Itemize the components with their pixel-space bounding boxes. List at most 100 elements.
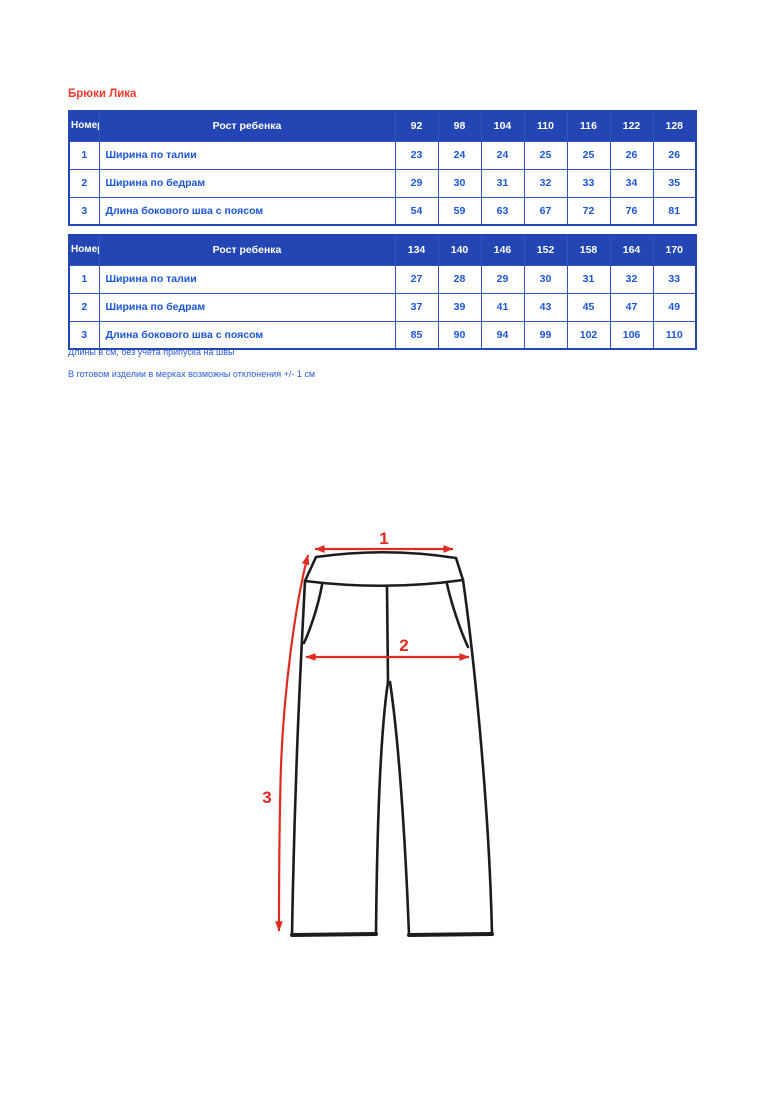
measure-value-cell: 34	[609, 168, 654, 198]
left-hem	[290, 932, 378, 937]
measure-value-cell: 23	[394, 140, 439, 170]
measure-value-cell: 43	[523, 292, 568, 322]
measure-label-cell: Ширина по бедрам	[98, 292, 396, 322]
table-header-row: Номер замера Рост ребенка 92 98 104 110 …	[68, 110, 697, 142]
table-row: 1 Ширина по талии 23 24 24 25 25 26 26	[68, 140, 697, 170]
measure-number-cell: 2	[68, 168, 100, 198]
measure-number-cell: 3	[68, 320, 100, 350]
header-size-cell: 164	[609, 234, 654, 266]
header-size-cell: 146	[480, 234, 525, 266]
right-pocket-line	[445, 582, 470, 649]
measure-value-cell: 45	[566, 292, 611, 322]
measure-label-cell: Ширина по талии	[98, 264, 396, 294]
header-measure-number: Номер замера	[68, 234, 100, 266]
header-size-cell: 116	[566, 110, 611, 142]
measure-value-cell: 25	[523, 140, 568, 170]
measure-value-cell: 27	[394, 264, 439, 294]
header-size-cell: 110	[523, 110, 568, 142]
size-table-134-170: Номер замера Рост ребенка 134 140 146 15…	[68, 234, 697, 350]
measure-value-cell: 24	[480, 140, 525, 170]
measure-label-3: 3	[262, 788, 271, 807]
measure-value-cell: 41	[480, 292, 525, 322]
table-row: 2 Ширина по бедрам 37 39 41 43 45 47 49	[68, 292, 697, 322]
measure-labels: 1 2 3	[262, 529, 408, 807]
measure-value-cell: 32	[523, 168, 568, 198]
waistband	[303, 550, 465, 588]
header-size-cell: 170	[652, 234, 697, 266]
header-child-height: Рост ребенка	[98, 110, 396, 142]
left-pocket-line	[302, 583, 324, 645]
measure-label-cell: Ширина по бедрам	[98, 168, 396, 198]
measure-value-cell: 110	[652, 320, 697, 350]
left-leg-inner-seam	[374, 680, 390, 936]
pants-diagram-svg: 1 2 3	[262, 529, 494, 937]
measure-number-cell: 3	[68, 196, 100, 226]
center-front-seam	[385, 584, 390, 684]
table-row: 3 Длина бокового шва с поясом 85 90 94 9…	[68, 320, 697, 350]
measure-value-cell: 106	[609, 320, 654, 350]
measure-value-cell: 39	[437, 292, 482, 322]
measure-value-cell: 25	[566, 140, 611, 170]
header-size-cell: 104	[480, 110, 525, 142]
measure-value-cell: 94	[480, 320, 525, 350]
measure-label-2: 2	[399, 636, 408, 655]
measure-number-cell: 1	[68, 140, 100, 170]
header-size-cell: 134	[394, 234, 439, 266]
measure-value-cell: 30	[523, 264, 568, 294]
measure-value-cell: 67	[523, 196, 568, 226]
measure-value-cell: 81	[652, 196, 697, 226]
header-size-cell: 128	[652, 110, 697, 142]
note-tolerance: В готовом изделии в мерках возможны откл…	[68, 369, 316, 379]
measure-value-cell: 30	[437, 168, 482, 198]
measure-value-cell: 26	[609, 140, 654, 170]
header-size-cell: 92	[394, 110, 439, 142]
measure-label-cell: Ширина по талии	[98, 140, 396, 170]
page-title: Брюки Лика	[68, 88, 137, 100]
measure-number-cell: 2	[68, 292, 100, 322]
right-leg-inner-seam	[388, 680, 411, 937]
measure-value-cell: 35	[652, 168, 697, 198]
header-size-cell: 140	[437, 234, 482, 266]
measure-value-cell: 59	[437, 196, 482, 226]
measure-value-cell: 47	[609, 292, 654, 322]
measure-value-cell: 28	[437, 264, 482, 294]
measure-value-cell: 31	[566, 264, 611, 294]
header-child-height: Рост ребенка	[98, 234, 396, 266]
measure-arrows	[275, 545, 470, 932]
measure-number-cell: 1	[68, 264, 100, 294]
right-hem	[407, 932, 494, 937]
table-header-row: Номер замера Рост ребенка 134 140 146 15…	[68, 234, 697, 266]
pants-diagram: 1 2 3	[240, 500, 540, 970]
table-row: 1 Ширина по талии 27 28 29 30 31 32 33	[68, 264, 697, 294]
measure-value-cell: 63	[480, 196, 525, 226]
measure-value-cell: 99	[523, 320, 568, 350]
header-size-cell: 152	[523, 234, 568, 266]
measure-value-cell: 33	[652, 264, 697, 294]
measure-value-cell: 72	[566, 196, 611, 226]
measure-value-cell: 49	[652, 292, 697, 322]
measure-value-cell: 37	[394, 292, 439, 322]
measure-value-cell: 32	[609, 264, 654, 294]
measure-label-cell: Длина бокового шва с поясом	[98, 320, 396, 350]
pants-outline	[290, 550, 494, 937]
measure-label-1: 1	[379, 529, 388, 548]
size-table-92-128: Номер замера Рост ребенка 92 98 104 110 …	[68, 110, 697, 226]
measure-value-cell: 76	[609, 196, 654, 226]
side-seam-arrow	[275, 554, 310, 932]
measure-value-cell: 85	[394, 320, 439, 350]
header-size-cell: 98	[437, 110, 482, 142]
measure-value-cell: 31	[480, 168, 525, 198]
right-leg-outer-seam	[461, 578, 494, 936]
measure-value-cell: 90	[437, 320, 482, 350]
header-measure-number: Номер замера	[68, 110, 100, 142]
table-row: 3 Длина бокового шва с поясом 54 59 63 6…	[68, 196, 697, 226]
measure-value-cell: 26	[652, 140, 697, 170]
header-size-cell: 158	[566, 234, 611, 266]
measure-value-cell: 24	[437, 140, 482, 170]
measure-value-cell: 54	[394, 196, 439, 226]
measure-value-cell: 33	[566, 168, 611, 198]
note-units: Длины в см, без учета припуска на швы	[68, 347, 235, 357]
measure-value-cell: 29	[480, 264, 525, 294]
measure-value-cell: 29	[394, 168, 439, 198]
header-size-cell: 122	[609, 110, 654, 142]
